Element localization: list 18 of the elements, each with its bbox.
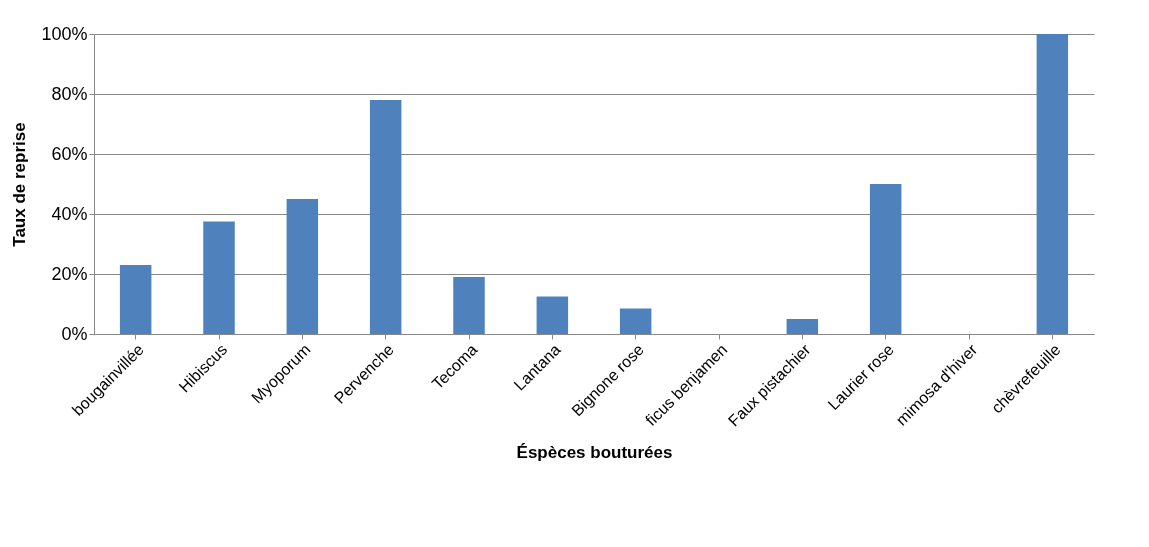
y-tick-label: 40% xyxy=(51,203,88,224)
y-tick-label: 20% xyxy=(51,263,88,284)
bar xyxy=(286,199,319,334)
bar xyxy=(119,265,152,334)
bar xyxy=(453,277,485,334)
y-tick-label: 0% xyxy=(61,323,88,344)
bar xyxy=(1036,34,1069,334)
bar xyxy=(203,221,235,334)
y-tick-label: 60% xyxy=(51,143,88,164)
bar xyxy=(536,296,569,334)
bar xyxy=(786,319,819,334)
y-axis-title: Taux de reprise xyxy=(10,122,30,247)
bar xyxy=(869,184,902,334)
y-tick-label: 100% xyxy=(41,23,88,44)
bar xyxy=(369,100,402,334)
bar xyxy=(619,308,652,334)
y-tick-label: 80% xyxy=(51,83,88,104)
x-axis-title: Éspèces bouturées xyxy=(516,442,673,462)
